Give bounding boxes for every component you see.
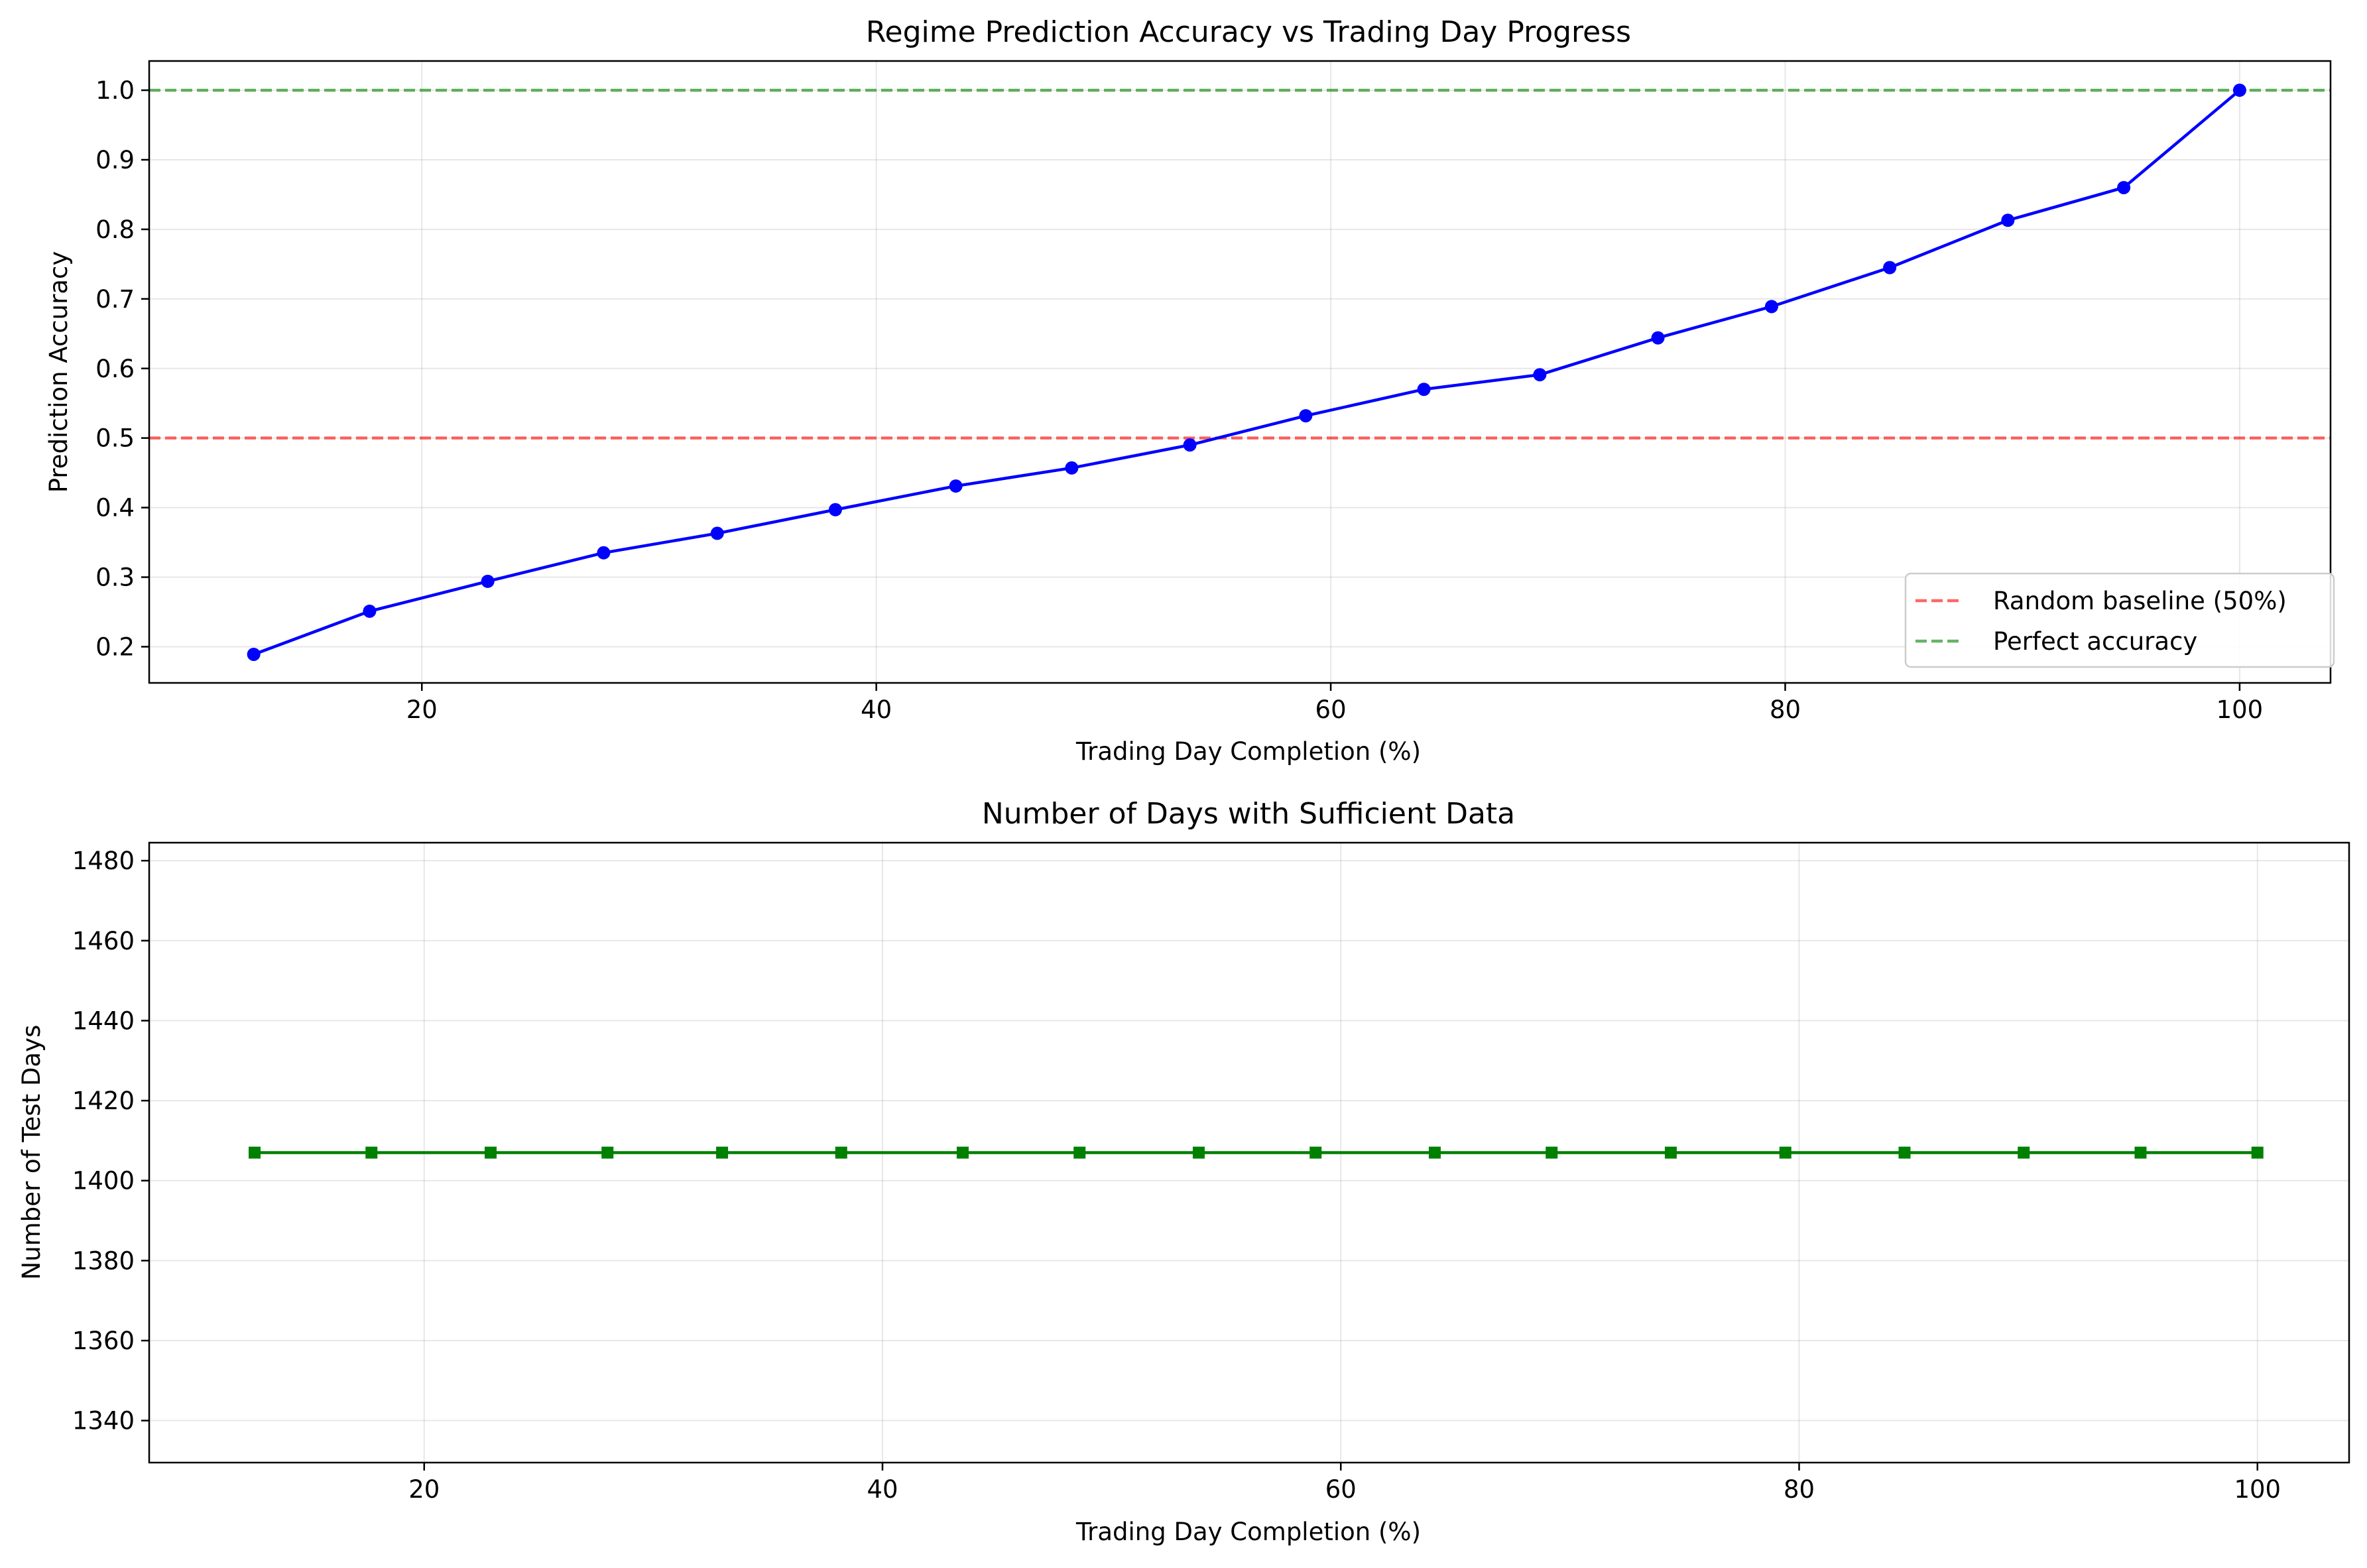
data-point <box>247 647 261 661</box>
x-tick-label: 20 <box>408 1475 440 1504</box>
data-point <box>363 604 377 618</box>
data-point <box>2018 1146 2030 1159</box>
series-line <box>253 89 2241 656</box>
y-tick-label: 1360 <box>72 1327 135 1355</box>
data-point <box>835 1146 847 1159</box>
data-point <box>1651 331 1665 345</box>
test-days-chart-x-axis-label: Trading Day Completion (%) <box>1075 1518 1421 1546</box>
accuracy-chart-title: Regime Prediction Accuracy vs Trading Da… <box>866 15 1631 49</box>
data-point <box>484 1146 497 1159</box>
accuracy-chart-y-ticks: 0.2 0.3 0.4 0.5 0.6 0.7 0.8 0.9 1.0 <box>95 76 149 661</box>
y-tick-label: 1380 <box>72 1246 135 1275</box>
accuracy-chart-frame <box>148 60 2332 684</box>
data-point <box>597 546 611 560</box>
data-point <box>2001 213 2015 227</box>
data-point <box>1428 1146 1441 1159</box>
data-point <box>716 1146 729 1159</box>
accuracy-chart-y-axis-label: Prediction Accuracy <box>44 251 73 493</box>
data-point <box>1533 368 1547 382</box>
data-point <box>949 479 963 493</box>
x-tick-label: 60 <box>1315 695 1347 724</box>
data-point <box>956 1146 969 1159</box>
data-point <box>2134 1146 2147 1159</box>
data-point <box>1664 1146 1677 1159</box>
y-tick-label: 1480 <box>72 847 135 875</box>
y-tick-label: 0.2 <box>95 633 135 661</box>
data-point <box>1546 1146 1558 1159</box>
data-point <box>481 574 495 588</box>
legend-frame <box>1904 572 2335 668</box>
data-point <box>1183 438 1197 452</box>
accuracy-chart-legend: Random baseline (50%) Perfect accuracy <box>1904 572 2335 668</box>
x-tick-label: 20 <box>406 695 438 724</box>
data-point <box>601 1146 614 1159</box>
test-days-chart-series <box>248 1146 2264 1159</box>
data-point <box>248 1146 261 1159</box>
data-point <box>1073 1146 1086 1159</box>
data-point <box>1309 1146 1322 1159</box>
data-point <box>710 526 724 540</box>
data-point <box>2251 1146 2264 1159</box>
data-point <box>1065 461 1079 475</box>
accuracy-chart-series <box>247 84 2246 661</box>
data-point <box>1779 1146 1791 1159</box>
data-point <box>1898 1146 1911 1159</box>
test-days-chart-frame <box>148 841 2350 1464</box>
test-days-chart-x-ticks: 20 40 60 80 100 <box>408 1463 2281 1504</box>
data-point <box>828 503 842 516</box>
data-point <box>365 1146 378 1159</box>
y-tick-label: 0.8 <box>95 215 135 244</box>
accuracy-chart-x-axis-label: Trading Day Completion (%) <box>1075 737 1421 766</box>
data-point <box>2232 84 2246 97</box>
data-point <box>1883 261 1897 274</box>
accuracy-chart: Regime Prediction Accuracy vs Trading Da… <box>44 15 2335 766</box>
y-tick-label: 1420 <box>72 1087 135 1115</box>
y-tick-label: 1340 <box>72 1407 135 1435</box>
x-tick-label: 60 <box>1325 1475 1357 1504</box>
test-days-chart-title: Number of Days with Sufficient Data <box>982 797 1515 831</box>
y-tick-label: 0.6 <box>95 355 135 383</box>
y-tick-label: 1.0 <box>95 76 135 105</box>
data-point <box>2117 180 2131 194</box>
accuracy-chart-x-ticks: 20 40 60 80 100 <box>406 683 2264 724</box>
legend-label-perfect-accuracy: Perfect accuracy <box>1993 627 2197 656</box>
y-tick-label: 1440 <box>72 1006 135 1035</box>
y-tick-label: 0.3 <box>95 564 135 592</box>
x-tick-label: 40 <box>867 1475 898 1504</box>
y-tick-label: 0.7 <box>95 285 135 314</box>
test-days-chart: Number of Days with Sufficient Data 20 40… <box>17 797 2350 1546</box>
x-tick-label: 80 <box>1770 695 1801 724</box>
y-tick-label: 1460 <box>72 927 135 955</box>
x-tick-label: 100 <box>2234 1475 2281 1504</box>
y-tick-label: 0.4 <box>95 494 135 522</box>
y-tick-label: 0.9 <box>95 146 135 174</box>
x-tick-label: 40 <box>861 695 892 724</box>
data-point <box>1299 409 1313 423</box>
test-days-chart-y-ticks: 1340 1360 1380 1400 1420 1440 1460 1480 <box>72 847 149 1435</box>
accuracy-chart-reference-lines <box>149 88 2331 440</box>
legend-label-random-baseline: Random baseline (50%) <box>1993 587 2287 615</box>
data-point <box>1417 383 1431 396</box>
x-tick-label: 80 <box>1784 1475 1815 1504</box>
y-tick-label: 0.5 <box>95 424 135 453</box>
y-tick-label: 1400 <box>72 1167 135 1195</box>
data-point <box>1192 1146 1205 1159</box>
x-tick-label: 100 <box>2216 695 2264 724</box>
data-point <box>1764 300 1778 314</box>
test-days-chart-y-axis-label: Number of Test Days <box>17 1025 46 1280</box>
